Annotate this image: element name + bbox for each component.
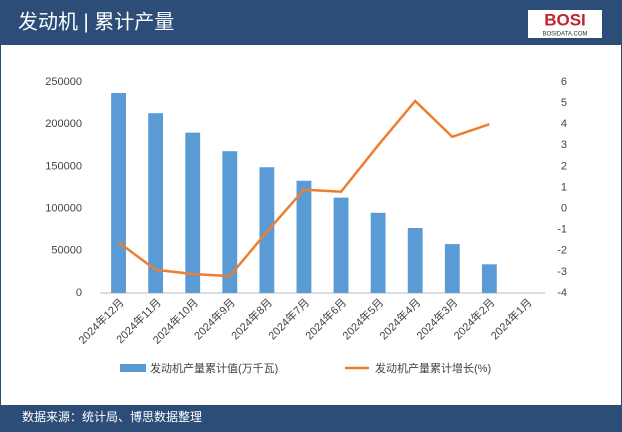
header-bar xyxy=(0,0,622,45)
line xyxy=(117,99,490,278)
y-tick-label: 150000 xyxy=(45,160,82,172)
bar xyxy=(111,92,126,293)
bar xyxy=(407,228,423,293)
legend-label: 发动机产量累计值(万千瓦) xyxy=(150,361,278,375)
bar xyxy=(444,244,460,293)
y2-tick-label: 6 xyxy=(561,76,567,88)
y2-tick-label: 4 xyxy=(561,118,567,130)
bar xyxy=(296,180,312,293)
footer-bar xyxy=(0,405,622,432)
y2-tick-label: -4 xyxy=(557,287,567,299)
bar xyxy=(222,151,238,293)
bar xyxy=(185,132,201,293)
y-tick-label: 250000 xyxy=(45,76,82,88)
logo-box xyxy=(528,10,602,38)
y2-tick-label: -2 xyxy=(557,245,567,257)
y-tick-label: 200000 xyxy=(45,118,82,130)
y2-tick-label: 2 xyxy=(561,160,567,172)
y2-tick-label: 5 xyxy=(561,97,567,109)
logo-sub: BOSIDATA.COM xyxy=(542,32,587,38)
bar xyxy=(148,113,164,293)
bar xyxy=(370,212,386,293)
legend-label: 发动机产量累计增长(%) xyxy=(375,361,491,375)
y2-tick-label: 3 xyxy=(561,139,567,151)
y-tick-label: 0 xyxy=(76,287,82,299)
y2-tick-label: -1 xyxy=(557,224,567,236)
footer-source: 数据来源：统计局、博思数据整理 xyxy=(22,409,202,424)
bar xyxy=(333,197,349,293)
y-tick-label: 100000 xyxy=(45,203,82,215)
y2-tick-label: 1 xyxy=(561,181,567,193)
y2-tick-label: 0 xyxy=(561,203,567,215)
y2-tick-label: -3 xyxy=(557,266,567,278)
bar xyxy=(481,264,497,293)
y-tick-label: 50000 xyxy=(51,245,82,257)
header-title: 发动机 | 累计产量 xyxy=(18,10,174,33)
legend-swatch xyxy=(120,364,146,372)
logo: BOSI xyxy=(544,10,586,29)
